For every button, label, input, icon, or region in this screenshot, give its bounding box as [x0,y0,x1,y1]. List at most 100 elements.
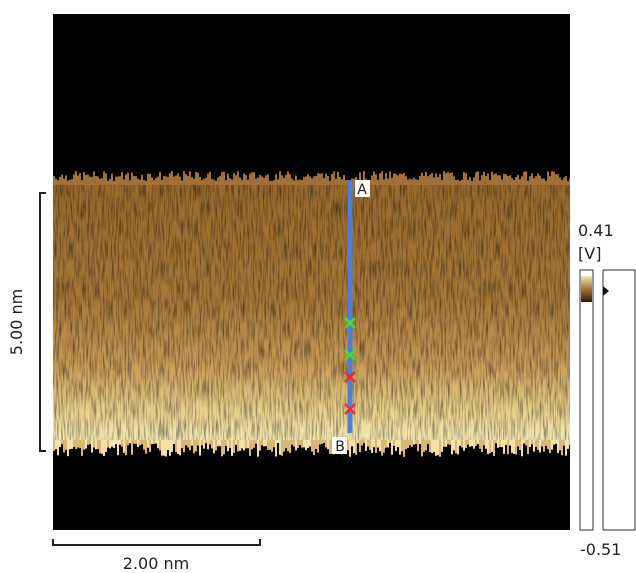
marker[interactable] [344,317,356,329]
edge-noise [195,440,197,452]
edge-noise [341,179,343,185]
color-min-label: -0.51 [580,540,621,559]
edge-noise [357,440,359,444]
histogram-box [602,269,636,531]
edge-noise [409,440,411,446]
edge-noise [193,178,195,185]
edge-noise [175,440,177,453]
edge-noise [141,440,143,445]
edge-noise [169,173,171,185]
edge-noise [499,175,501,185]
edge-noise [433,440,435,453]
edge-noise [351,440,353,447]
edge-noise [395,173,397,185]
edge-noise [407,179,409,185]
edge-noise [185,440,187,446]
edge-noise [485,440,487,449]
edge-noise [209,171,211,185]
edge-noise [327,440,329,450]
edge-noise [441,440,443,452]
edge-noise [359,440,361,453]
edge-noise [91,176,93,185]
edge-noise [535,440,537,447]
edge-noise [307,440,309,449]
edge-noise [179,176,181,185]
edge-noise [99,178,101,185]
edge-noise [411,179,413,185]
edge-noise [473,177,475,185]
edge-noise [333,171,335,185]
edge-noise [271,180,273,185]
edge-noise [139,179,141,185]
edge-noise [95,440,97,450]
edge-noise [287,440,289,452]
edge-noise [531,440,533,445]
label-box [355,180,370,197]
edge-noise [109,178,111,185]
edge-noise [297,180,299,185]
edge-noise [121,440,123,447]
color-bar [579,269,594,531]
edge-noise [527,180,529,185]
edge-noise [145,180,147,185]
edge-noise [419,440,421,445]
edge-noise [291,178,293,185]
level-handle[interactable] [603,286,609,296]
marker[interactable] [344,371,356,383]
edge-noise [65,440,67,450]
edge-noise [375,174,377,185]
edge-noise [143,440,145,450]
edge-noise [217,177,219,185]
edge-noise [243,173,245,185]
edge-noise [399,440,401,455]
scale-y-label: 5.00 nm [7,289,26,355]
edge-noise [313,440,315,456]
edge-noise [565,175,567,185]
edge-noise [59,176,61,185]
edge-noise [201,180,203,185]
edge-noise [465,173,467,185]
label-box [332,437,347,454]
edge-noise [513,180,515,185]
edge-noise [309,440,311,447]
edge-noise [415,179,417,185]
edge-noise [53,440,55,451]
edge-noise [493,174,495,185]
edge-noise [465,440,467,448]
edge-noise [563,440,565,446]
edge-noise [229,178,231,185]
edge-noise [61,440,63,445]
edge-noise [149,440,151,452]
edge-noise [365,440,367,451]
edge-noise [119,440,121,445]
edge-noise [481,440,483,452]
edge-noise [107,180,109,185]
edge-noise [369,440,371,450]
edge-noise [125,440,127,456]
edge-noise [537,173,539,185]
edge-noise [223,171,225,185]
edge-noise [257,440,259,457]
edge-noise [137,178,139,185]
edge-noise [111,440,113,447]
edge-noise [439,173,441,185]
edge-noise [113,440,115,449]
edge-noise [467,179,469,185]
edge-noise [279,440,281,455]
edge-noise [121,172,123,185]
marker[interactable] [344,349,356,361]
edge-noise [313,176,315,185]
edge-noise [83,172,85,185]
edge-noise [233,173,235,185]
edge-noise [309,176,311,185]
edge-noise [289,174,291,185]
edge-noise [445,440,447,447]
edge-noise [277,440,279,444]
edge-noise [151,440,153,445]
edge-noise [491,440,493,452]
marker[interactable] [344,403,356,415]
edge-noise [77,175,79,185]
edge-noise [69,179,71,185]
edge-noise [213,440,215,454]
